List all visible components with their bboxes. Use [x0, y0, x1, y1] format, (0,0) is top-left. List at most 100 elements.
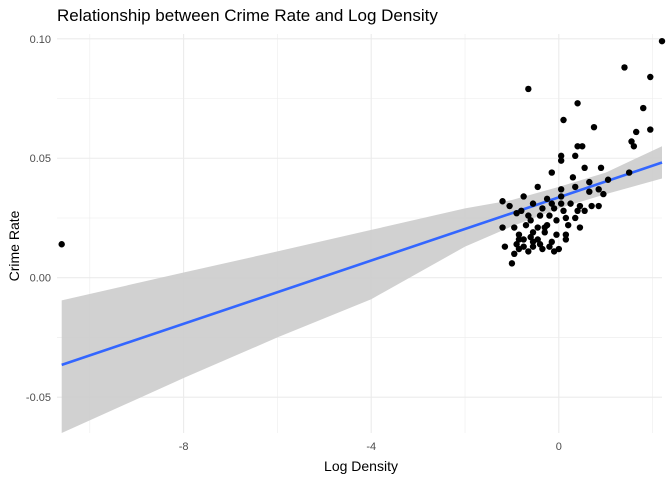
x-tick-label: 0: [556, 441, 562, 453]
data-point: [572, 183, 579, 191]
data-point: [572, 152, 579, 160]
data-point: [546, 212, 553, 219]
data-point: [525, 85, 532, 93]
data-point: [647, 73, 654, 81]
data-point: [541, 229, 548, 236]
data-point: [562, 214, 570, 222]
data-point: [581, 164, 588, 171]
data-point: [550, 205, 558, 212]
data-point: [600, 190, 607, 198]
data-point: [553, 231, 560, 238]
data-point: [658, 37, 666, 45]
data-point: [525, 212, 532, 219]
data-point: [590, 123, 598, 131]
x-tick-label: -8: [179, 441, 189, 453]
data-point: [557, 200, 565, 207]
data-point: [539, 245, 546, 253]
data-point: [513, 209, 520, 217]
data-point: [562, 231, 570, 238]
data-point: [527, 233, 534, 241]
data-point: [546, 243, 553, 250]
tick-labels-layer: -8 -4 0 -0.05 0.00 0.05 0.10: [26, 34, 562, 453]
data-point: [527, 217, 534, 224]
data-point: [557, 157, 565, 164]
data-point: [569, 174, 577, 181]
data-point: [640, 104, 647, 112]
data-point: [604, 176, 612, 183]
data-point: [576, 224, 584, 231]
y-tick-label: -0.05: [26, 392, 51, 404]
data-point: [562, 236, 570, 243]
data-point: [536, 212, 544, 219]
y-axis-title: Crime Rate: [6, 210, 22, 281]
data-point: [550, 248, 558, 255]
data-point: [520, 236, 527, 243]
data-point: [525, 248, 532, 255]
data-point: [529, 229, 537, 236]
data-point: [574, 143, 581, 150]
data-point: [529, 200, 537, 207]
data-point: [548, 169, 555, 176]
data-point: [579, 143, 586, 150]
data-point: [534, 224, 541, 231]
data-point: [534, 183, 541, 191]
y-tick-label: 0.05: [30, 153, 51, 165]
data-point: [511, 224, 518, 231]
data-point: [58, 241, 65, 248]
data-point: [522, 221, 530, 229]
data-point: [647, 126, 654, 133]
data-point: [553, 217, 560, 224]
data-point: [543, 195, 551, 203]
data-point: [628, 138, 635, 145]
data-point: [506, 202, 513, 210]
data-point: [557, 186, 565, 193]
confidence-band: [61, 146, 662, 434]
data-point: [621, 64, 628, 71]
data-point: [520, 193, 527, 200]
data-point: [560, 207, 567, 214]
data-point: [588, 202, 595, 210]
data-point: [499, 198, 506, 205]
data-point: [499, 224, 506, 231]
data-point: [511, 250, 518, 258]
confidence-ribbon-layer: [61, 146, 662, 434]
data-point: [572, 214, 579, 222]
y-tick-label: 0.10: [30, 34, 51, 46]
data-point: [597, 164, 605, 171]
data-point: [576, 202, 584, 210]
data-point: [548, 200, 555, 207]
data-point: [595, 202, 602, 210]
data-point: [515, 245, 523, 253]
data-point: [574, 207, 581, 214]
data-point: [586, 178, 593, 186]
data-point: [541, 224, 548, 231]
data-point: [586, 188, 593, 195]
data-point: [513, 241, 520, 248]
data-point: [548, 238, 555, 246]
data-point: [529, 238, 537, 246]
data-point: [630, 143, 638, 150]
x-axis-title: Log Density: [324, 458, 398, 474]
data-point: [625, 169, 633, 176]
data-point: [560, 116, 567, 124]
data-point: [536, 241, 544, 248]
data-point: [539, 205, 546, 212]
data-points-layer: [58, 37, 666, 267]
x-tick-label: -4: [366, 441, 376, 453]
data-point: [515, 236, 523, 243]
data-point: [633, 128, 640, 136]
data-point: [567, 200, 574, 207]
data-point: [581, 207, 588, 214]
data-point: [515, 231, 523, 238]
data-point: [557, 152, 565, 160]
data-point: [508, 260, 516, 267]
data-point: [574, 100, 581, 107]
chart-title: Relationship between Crime Rate and Log …: [57, 6, 438, 25]
y-tick-label: 0.00: [30, 273, 51, 285]
data-point: [557, 193, 565, 200]
data-point: [501, 243, 509, 250]
data-point: [595, 186, 602, 193]
data-point: [565, 221, 572, 229]
